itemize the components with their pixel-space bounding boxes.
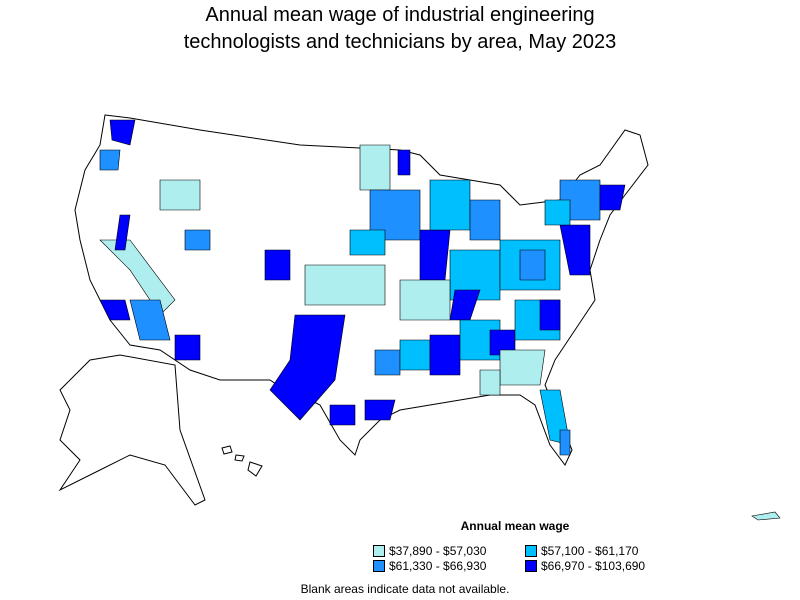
legend-item: $37,890 - $57,030 (373, 544, 486, 558)
legend-swatch (373, 560, 385, 572)
legend-label: $37,890 - $57,030 (389, 544, 487, 558)
legend-swatch (373, 545, 385, 557)
legend-label: $66,970 - $103,690 (541, 559, 646, 573)
legend-swatch (525, 560, 537, 572)
title-line-1: Annual mean wage of industrial engineeri… (205, 4, 595, 26)
map-title: Annual mean wage of industrial engineeri… (0, 2, 800, 56)
legend-title: Annual mean wage (460, 519, 570, 533)
hawaii (221, 445, 263, 477)
legend-label: $61,330 - $66,930 (389, 559, 487, 573)
alaska (58, 354, 206, 506)
legend-item: $66,970 - $103,690 (525, 559, 645, 573)
legend-item: $57,100 - $61,170 (525, 544, 638, 558)
legend-item: $61,330 - $66,930 (373, 559, 486, 573)
footnote: Blank areas indicate data not available. (300, 582, 510, 596)
title-line-2: technologists and technicians by area, M… (183, 31, 617, 53)
legend-label: $57,100 - $61,170 (541, 544, 639, 558)
puerto-rico (751, 511, 781, 521)
legend-swatch (525, 545, 537, 557)
area-fills (99, 119, 626, 456)
